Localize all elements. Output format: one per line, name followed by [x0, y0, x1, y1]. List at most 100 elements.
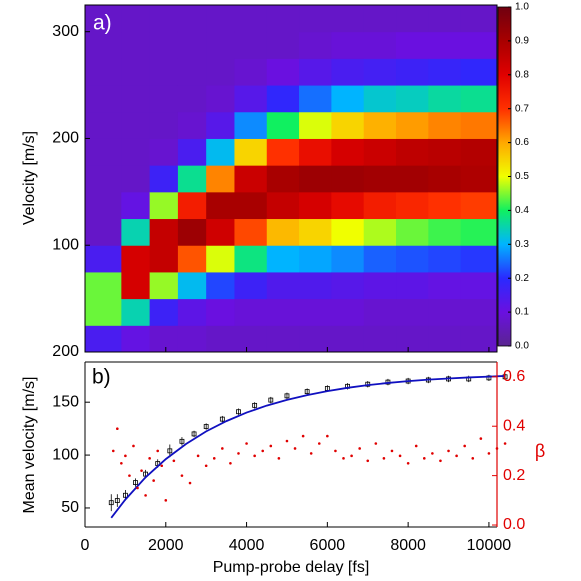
heatmap-cell	[206, 31, 235, 59]
heatmap-cell	[206, 191, 235, 220]
heatmap-cell	[396, 298, 429, 326]
heatmap-cell	[331, 31, 365, 59]
heatmap-cell	[428, 325, 462, 353]
heatmap-cell	[331, 58, 365, 86]
heatmap-cell	[460, 31, 498, 59]
beta-point	[503, 442, 507, 445]
colorbar-tick-label: 0.9	[515, 36, 529, 47]
heatmap-cell	[121, 31, 151, 59]
y-tick-label: 200	[52, 130, 79, 147]
heatmap-cell	[396, 165, 429, 193]
heatmap-cell	[396, 191, 429, 220]
beta-point	[269, 444, 273, 448]
beta-point	[160, 464, 164, 468]
heatmap-cell	[85, 218, 122, 246]
beta-point	[471, 457, 475, 460]
heatmap-cell	[85, 325, 122, 353]
beta-point	[204, 464, 208, 468]
heatmap-cell	[177, 85, 207, 113]
heatmap-cell	[234, 325, 268, 353]
colorbar-tick-label: 0.0	[515, 341, 529, 352]
beta-point	[180, 474, 184, 477]
heatmap-cell	[206, 271, 235, 300]
heatmap-cell	[266, 245, 300, 273]
beta-point	[144, 494, 147, 497]
data-point	[167, 448, 173, 454]
heatmap-cell	[121, 165, 151, 193]
data-point	[219, 416, 225, 422]
beta-point	[398, 454, 402, 458]
colorbar-tick-label: 1.0	[515, 2, 529, 13]
heatmap-cell	[234, 85, 268, 113]
y2-tick-label: 0.0	[503, 516, 525, 533]
colorbar-tick-label: 0.7	[515, 103, 529, 114]
data-point	[203, 424, 209, 429]
heatmap-cell	[85, 165, 122, 193]
beta-point	[317, 442, 321, 445]
beta-point	[374, 442, 378, 445]
heatmap-cell	[149, 271, 179, 300]
heatmap-cell	[460, 58, 498, 86]
y-axis-label: Mean velocity [m/s]	[21, 377, 38, 514]
colorbar-tick-label: 0.8	[515, 69, 529, 80]
heatmap-cell	[206, 165, 235, 193]
beta-point	[301, 434, 305, 438]
heatmap-cell	[428, 58, 462, 86]
heatmap-cell	[460, 165, 498, 193]
beta-point	[128, 474, 131, 477]
colorbar-tick-label: 0.6	[515, 137, 529, 148]
heatmap-cell	[149, 298, 179, 326]
heatmap-cell	[85, 191, 122, 220]
heatmap-cell	[234, 5, 268, 33]
x-tick-label: 6000	[310, 537, 346, 554]
heatmap-cell	[396, 58, 429, 86]
heatmap-cell	[177, 31, 207, 59]
heatmap-cell	[460, 85, 498, 113]
heatmap-cell	[266, 191, 300, 220]
beta-point	[196, 454, 200, 458]
heatmap-cell	[460, 5, 498, 33]
heatmap-cell	[363, 165, 397, 193]
heatmap-cell	[363, 85, 397, 113]
heatmap-cell	[299, 5, 332, 33]
x-tick-label: 8000	[390, 537, 426, 554]
heatmap-cell	[396, 31, 429, 59]
heatmap-cell	[331, 245, 365, 273]
heatmap-cell	[396, 245, 429, 273]
heatmap-cell	[266, 138, 300, 166]
heatmap-cell	[428, 245, 462, 273]
beta-point	[221, 447, 224, 450]
beta-point	[156, 449, 160, 453]
heatmap-cell	[149, 85, 179, 113]
heatmap-cell	[363, 218, 397, 246]
heatmap-cell	[234, 31, 268, 59]
heatmap-cell	[149, 31, 179, 59]
beta-point	[422, 457, 426, 460]
heatmap-cell	[299, 165, 332, 193]
heatmap-cell	[460, 245, 498, 273]
data-point	[122, 492, 128, 498]
beta-point	[148, 457, 151, 460]
heatmap-cell	[331, 138, 365, 166]
heatmap-cell	[85, 31, 122, 59]
heatmap-cell	[460, 191, 498, 220]
heatmap-cell	[299, 31, 332, 59]
beta-point	[309, 452, 313, 455]
heatmap-cell	[121, 85, 151, 113]
heatmap-cell	[121, 191, 151, 220]
heatmap-cell	[428, 165, 462, 193]
heatmap-cell	[363, 5, 397, 33]
beta-point	[111, 449, 115, 453]
beta-point	[245, 442, 248, 445]
heatmap-cell	[428, 85, 462, 113]
beta-point	[237, 452, 240, 455]
colorbar-tick-label: 0.4	[515, 205, 529, 216]
y2-tick-label: 0.2	[503, 467, 525, 484]
heatmap-cell	[363, 298, 397, 326]
beta-point	[382, 457, 386, 460]
heatmap-cell	[177, 191, 207, 220]
beta-point	[455, 454, 458, 458]
heatmap-cell	[206, 138, 235, 166]
data-point	[191, 431, 197, 437]
beta-point	[487, 452, 491, 455]
